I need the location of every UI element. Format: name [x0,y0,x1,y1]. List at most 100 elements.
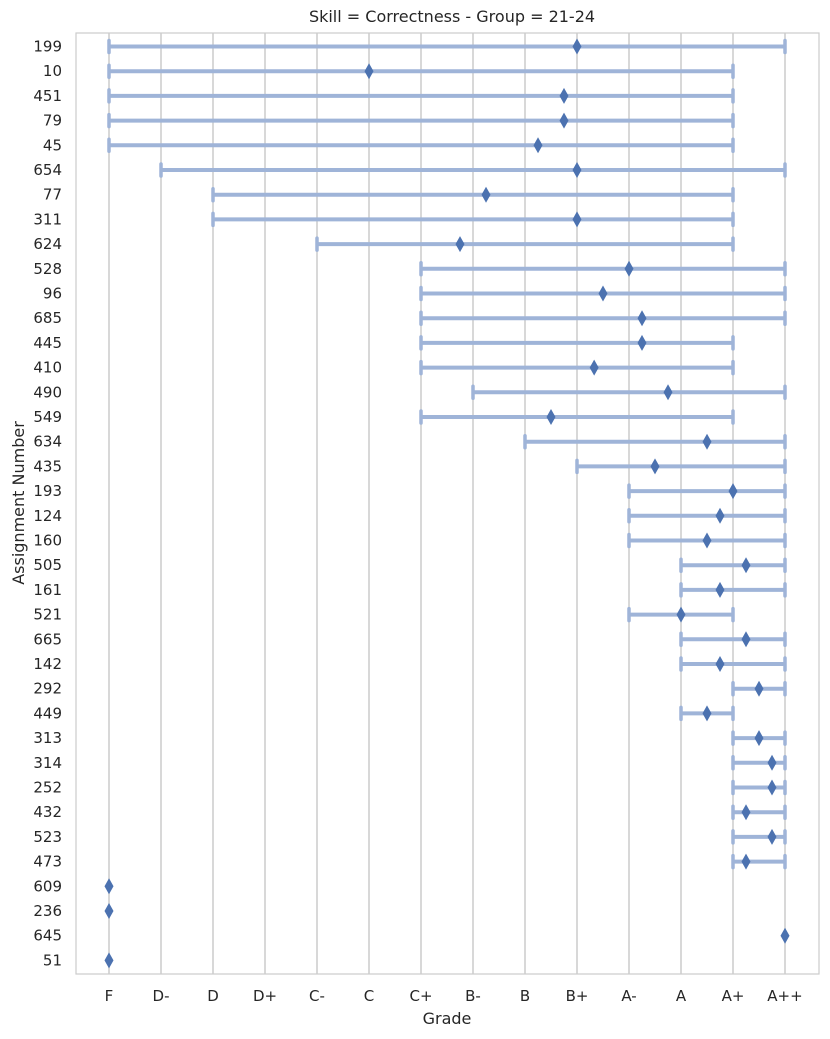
y-tick-label: 445 [33,334,62,352]
y-tick-label: 549 [33,408,62,426]
y-tick-label: 142 [33,655,62,673]
y-tick-label: 521 [33,606,62,624]
mean-marker [702,532,712,549]
y-tick-label: 314 [33,754,62,772]
y-tick-label: 410 [33,359,62,377]
mean-marker [598,285,608,302]
mean-marker [767,754,777,771]
y-tick-label: 77 [43,186,62,204]
mean-marker [104,952,114,969]
mean-marker [715,656,725,672]
x-tick-label: C- [309,987,325,1005]
mean-marker [715,507,725,524]
x-tick-label: F [105,987,114,1005]
x-axis-label: Grade [423,1009,472,1028]
plot-frame [75,32,820,975]
y-tick-label: 124 [33,507,62,525]
mean-marker [650,458,660,475]
x-tick-label: A- [621,987,636,1005]
y-tick-label: 51 [43,951,62,969]
range-lines [107,38,787,870]
mean-marker [364,63,374,80]
y-tick-label: 199 [33,38,62,56]
y-tick-label: 645 [33,927,62,945]
x-tick-label: D [207,987,219,1005]
mean-marker [533,137,543,154]
x-tick-labels: F D- D D+ C- C C+ B- B B+ A- A A+ A++ [105,987,803,1005]
y-axis-label: Assignment Number [9,421,28,585]
y-tick-label: 624 [33,235,62,253]
x-tick-label: B+ [566,987,589,1005]
x-tick-label: C+ [409,987,432,1005]
y-tick-label: 528 [33,260,62,278]
mean-marker [104,903,114,919]
y-tick-label: 96 [43,285,62,303]
y-tick-label: 490 [33,383,62,401]
x-tick-label: B- [465,987,481,1005]
mean-marker [572,38,582,55]
mean-marker [481,186,491,203]
y-tick-label: 523 [33,828,62,846]
mean-marker [663,384,673,401]
mean-marker [702,433,712,450]
y-tick-labels: 199 10 451 79 45 654 77 311 624 528 96 685 445 410 490… [33,38,62,970]
mean-marker [767,828,777,845]
y-tick-label: 292 [33,680,62,698]
y-tick-label: 311 [33,210,62,228]
y-tick-label: 252 [33,779,62,797]
y-tick-label: 45 [43,136,62,154]
y-tick-label: 79 [43,112,62,130]
mean-marker [637,334,647,351]
mean-marker [702,705,712,722]
chart-title: Skill = Correctness - Group = 21-24 [309,7,595,26]
y-tick-label: 609 [33,877,62,895]
y-tick-label: 435 [33,457,62,475]
mean-marker [546,409,556,425]
mean-markers [104,38,790,969]
y-tick-label: 193 [33,482,62,500]
y-tick-label: 634 [33,433,62,451]
y-tick-label: 451 [33,87,62,105]
y-tick-label: 505 [33,556,62,574]
mean-marker [741,804,751,821]
mean-marker [455,236,465,253]
mean-marker [589,359,599,376]
y-tick-label: 236 [33,902,62,920]
x-tick-label: C [364,987,374,1005]
x-tick-label: B [520,987,530,1005]
x-tick-label: A++ [767,987,802,1005]
y-tick-label: 449 [33,704,62,722]
mean-marker [676,606,686,623]
mean-marker [754,730,764,747]
mean-marker [104,878,114,895]
x-tick-label: A [676,987,687,1005]
y-tick-label: 654 [33,161,62,179]
mean-marker [741,631,751,648]
y-tick-label: 685 [33,309,62,327]
mean-marker [572,211,582,228]
mean-marker [572,162,582,178]
mean-marker [624,260,634,277]
mean-marker [767,779,777,796]
y-tick-label: 313 [33,729,62,747]
mean-marker [728,483,738,500]
mean-marker [559,87,569,104]
x-tick-label: A+ [722,987,745,1005]
y-tick-label: 160 [33,532,62,550]
mean-marker [780,927,790,944]
y-tick-label: 161 [33,581,62,599]
mean-marker [741,557,751,574]
mean-marker [741,853,751,870]
y-tick-label: 10 [43,62,62,80]
mean-marker [637,310,647,327]
mean-marker [559,112,569,129]
y-tick-label: 665 [33,630,62,648]
y-tick-label: 473 [33,853,62,871]
x-tick-label: D- [153,987,170,1005]
y-tick-label: 432 [33,803,62,821]
mean-marker [715,581,725,598]
grid-lines [108,33,786,974]
mean-marker [754,680,764,697]
x-tick-label: D+ [253,987,277,1005]
